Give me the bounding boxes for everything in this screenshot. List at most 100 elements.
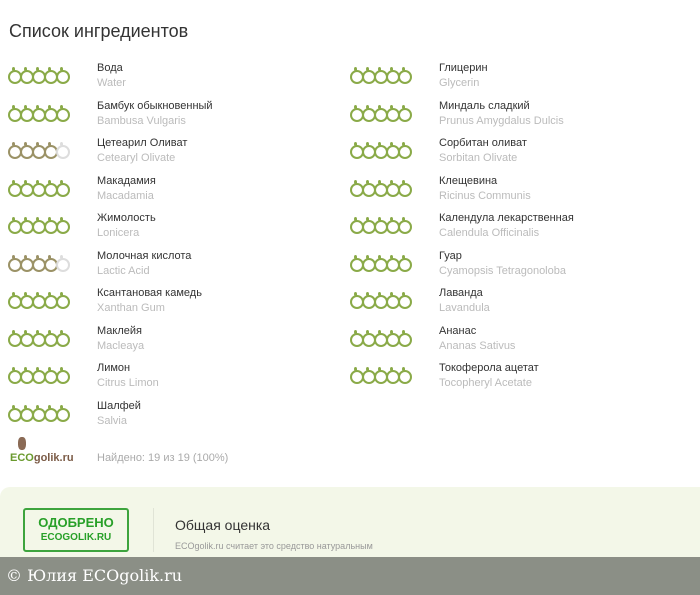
leaf-ring-icon (56, 142, 70, 159)
ingredient-text: Жимолость Lonicera (97, 211, 337, 241)
ingredient-text: Бамбук обыкновенный Bambusa Vulgaris (97, 99, 337, 129)
ingredient-name[interactable]: Молочная кислота (97, 249, 192, 262)
ingredient-text: Гуар Cyamopsis Tetragonoloba (439, 249, 679, 279)
ingredient-name[interactable]: Гуар (439, 249, 462, 262)
leaf-ring-icon (398, 254, 412, 272)
ingredient-name[interactable]: Глицерин (439, 62, 488, 74)
leaf-ring-icon (44, 179, 58, 197)
ingredient-latin: Salvia (97, 414, 127, 427)
leaf-ring-icon (386, 292, 400, 309)
ingredient-name[interactable]: Лаванда (439, 287, 483, 299)
leaf-ring-icon (350, 292, 364, 309)
ingredient-text: Цетеарил Оливат Cetearyl Olivate (97, 136, 337, 166)
leaf-ring-icon (44, 142, 58, 159)
ingredient-latin: Lavandula (439, 302, 490, 314)
leaf-ring-icon (32, 292, 46, 309)
ingredient-latin: Bambusa Vulgaris (97, 114, 186, 127)
rating-icons (8, 142, 70, 159)
ingredient-text: Клещевина Ricinus Communis (439, 174, 679, 204)
page-title: Список ингредиентов (9, 21, 189, 41)
ingredient-name[interactable]: Бамбук обыкновенный (97, 99, 213, 112)
ingredient-name[interactable]: Цетеарил Оливат (97, 137, 188, 149)
leaf-ring-icon (8, 254, 22, 272)
ingredient-name[interactable]: Макадамия (97, 174, 156, 187)
leaf-ring-icon (56, 67, 70, 84)
ingredient-latin: Ricinus Communis (439, 189, 531, 202)
leaf-ring-icon (374, 142, 388, 159)
ingredient-text: Лаванда Lavandula (439, 286, 679, 316)
ingredient-text: Макадамия Macadamia (97, 174, 337, 204)
leaf-ring-icon (8, 404, 22, 422)
ingredient-text: Календула лекарственная Calendula Officin… (439, 211, 679, 241)
ingredient-name[interactable]: Токоферола ацетат (439, 362, 539, 374)
ingredient-name[interactable]: Шалфей (97, 399, 141, 412)
ingredient-name[interactable]: Вода (97, 62, 123, 74)
ingredient-latin: Xanthan Gum (97, 302, 165, 314)
ingredient-name[interactable]: Миндаль сладкий (439, 99, 530, 112)
rating-icons (8, 254, 70, 272)
ingredient-latin: Sorbitan Olivate (439, 152, 518, 164)
leaf-ring-icon (56, 179, 70, 197)
leaf-ring-icon (374, 104, 388, 122)
rating-icons (8, 67, 70, 84)
leaf-ring-icon (386, 367, 400, 384)
rating-icons (350, 142, 412, 159)
leaf-ring-icon (350, 179, 364, 197)
leaf-ring-icon (362, 254, 376, 272)
ingredient-latin: Macleaya (97, 339, 145, 352)
leaf-ring-icon (398, 179, 412, 197)
ingredient-name[interactable]: Сорбитан оливат (439, 137, 527, 149)
leaf-ring-icon (32, 404, 46, 422)
leaf-ring-icon (20, 217, 34, 234)
leaf-ring-icon (8, 329, 22, 347)
leaf-ring-icon (374, 292, 388, 309)
ingredient-name[interactable]: Лимон (97, 362, 131, 374)
leaf-ring-icon (56, 329, 70, 347)
leaf-ring-icon (398, 329, 412, 347)
found-count: Найдено: 19 из 19 (100%) (97, 452, 229, 464)
stamp-line1: ОДОБРЕНО (38, 515, 114, 530)
ingredient-name[interactable]: Ксантановая камедь (97, 287, 202, 299)
leaf-ring-icon (362, 292, 376, 309)
ingredient-latin: Tocopheryl Acetate (439, 377, 532, 389)
ingredient-latin: Prunus Amygdalus Dulcis (439, 114, 564, 127)
leaf-ring-icon (44, 104, 58, 122)
ingredient-text: Миндаль сладкий Prunus Amygdalus Dulcis (439, 99, 679, 129)
leaf-ring-icon (56, 404, 70, 422)
leaf-ring-icon (374, 254, 388, 272)
ingredient-name[interactable]: Календула лекарственная (439, 212, 574, 224)
leaf-ring-icon (8, 142, 22, 159)
watermark-bar: © Юлия ECOgolik.ru (0, 557, 700, 595)
ingredient-name[interactable]: Ананас (439, 324, 477, 337)
leaf-ring-icon (350, 104, 364, 122)
ingredient-name[interactable]: Маклейя (97, 324, 142, 337)
leaf-ring-icon (374, 367, 388, 384)
ingredient-text: Ксантановая камедь Xanthan Gum (97, 286, 337, 316)
rating-icons (8, 367, 70, 384)
leaf-ring-icon (374, 329, 388, 347)
leaf-ring-icon (362, 104, 376, 122)
ingredient-name[interactable]: Жимолость (97, 212, 156, 224)
rating-icons (8, 292, 70, 309)
leaf-ring-icon (362, 67, 376, 84)
leaf-ring-icon (56, 254, 70, 272)
leaf-ring-icon (56, 104, 70, 122)
ingredient-text: Сорбитан оливат Sorbitan Olivate (439, 136, 679, 166)
leaf-ring-icon (56, 217, 70, 234)
leaf-ring-icon (8, 367, 22, 384)
ingredient-latin: Calendula Officinalis (439, 227, 540, 239)
leaf-ring-icon (350, 254, 364, 272)
leaf-ring-icon (20, 329, 34, 347)
leaf-ring-icon (374, 67, 388, 84)
rating-icons (8, 179, 70, 197)
leaf-ring-icon (8, 67, 22, 84)
rating-icons (8, 329, 70, 347)
leaf-ring-icon (8, 104, 22, 122)
rating-icons (350, 179, 412, 197)
ingredient-name[interactable]: Клещевина (439, 174, 498, 187)
rating-icons (350, 217, 412, 234)
ecogolik-logo[interactable]: ECOgolik.ru (10, 437, 88, 467)
rating-icons (350, 67, 412, 84)
leaf-ring-icon (44, 254, 58, 272)
leaf-ring-icon (386, 142, 400, 159)
